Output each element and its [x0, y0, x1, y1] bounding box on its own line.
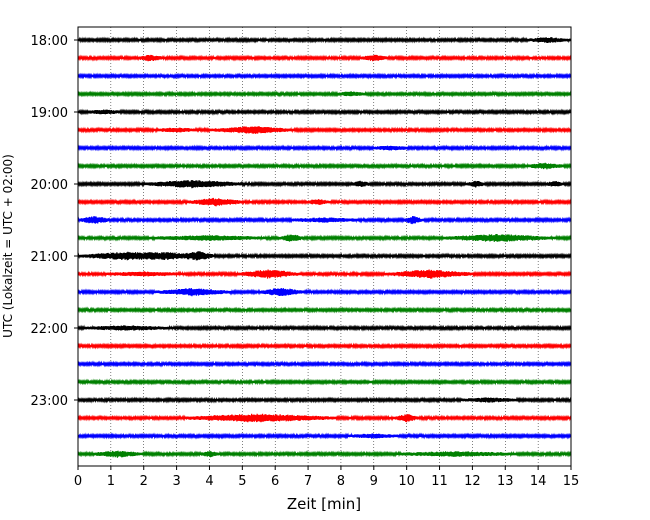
- seismic-trace: [77, 197, 572, 207]
- x-tick-label: 6: [271, 474, 279, 489]
- seismic-traces: [77, 36, 572, 458]
- x-tick-label: 4: [205, 474, 213, 489]
- seismic-trace: [77, 450, 572, 458]
- x-tick-label: 5: [238, 474, 246, 489]
- x-tick-label: 12: [464, 474, 481, 489]
- y-tick-label: 18:00: [31, 34, 68, 49]
- x-tick-label: 9: [370, 474, 378, 489]
- x-tick-label: 0: [74, 474, 82, 489]
- seismic-trace: [77, 324, 572, 332]
- seismic-trace: [77, 90, 572, 98]
- x-tick-label: 3: [172, 474, 180, 489]
- x-tick-label: 8: [337, 474, 345, 489]
- plot-frame: [77, 26, 572, 467]
- x-tick-label: 14: [530, 474, 547, 489]
- seismic-trace: [77, 36, 572, 44]
- seismic-trace: [77, 234, 572, 242]
- seismic-trace: [77, 216, 572, 225]
- y-tick-label: 21:00: [31, 250, 68, 265]
- y-axis-ticks: 18:00 19:00 20:00 21:00 22:00 23:00: [31, 34, 78, 409]
- seismic-trace: [77, 413, 572, 423]
- x-tick-label: 10: [398, 474, 415, 489]
- x-tick-label: 13: [497, 474, 514, 489]
- seismic-trace: [77, 432, 572, 440]
- y-tick-label: 22:00: [31, 322, 68, 337]
- x-tick-label: 7: [304, 474, 312, 489]
- seismic-trace: [77, 378, 572, 386]
- seismic-trace: [77, 180, 572, 189]
- seismic-trace: [77, 72, 572, 80]
- seismic-trace: [77, 396, 572, 404]
- seismic-trace: [77, 288, 572, 297]
- seismic-trace: [77, 108, 572, 116]
- seismic-trace: [77, 144, 572, 152]
- y-tick-label: 23:00: [31, 394, 68, 409]
- seismic-trace: [77, 360, 572, 368]
- y-tick-label: 20:00: [31, 178, 68, 193]
- vertical-grid: [110, 27, 539, 466]
- seismic-trace: [77, 269, 572, 279]
- seismic-trace: [77, 251, 572, 261]
- x-tick-label: 2: [140, 474, 148, 489]
- seismic-trace: [77, 126, 572, 134]
- y-axis-label: UTC (Lokalzeit = UTC + 02:00): [1, 154, 15, 338]
- x-axis-ticks: 0 1 2 3 4 5 6 7 8 9 10 11 12 13 14 15: [74, 466, 579, 489]
- x-tick-label: 1: [107, 474, 115, 489]
- seismic-trace: [77, 306, 572, 314]
- y-tick-label: 19:00: [31, 106, 68, 121]
- x-tick-label: 11: [431, 474, 448, 489]
- seismic-trace: [77, 54, 572, 62]
- seismic-trace: [77, 162, 572, 170]
- x-tick-label: 15: [563, 474, 580, 489]
- seismic-trace: [77, 342, 572, 350]
- x-axis-label: Zeit [min]: [287, 495, 361, 513]
